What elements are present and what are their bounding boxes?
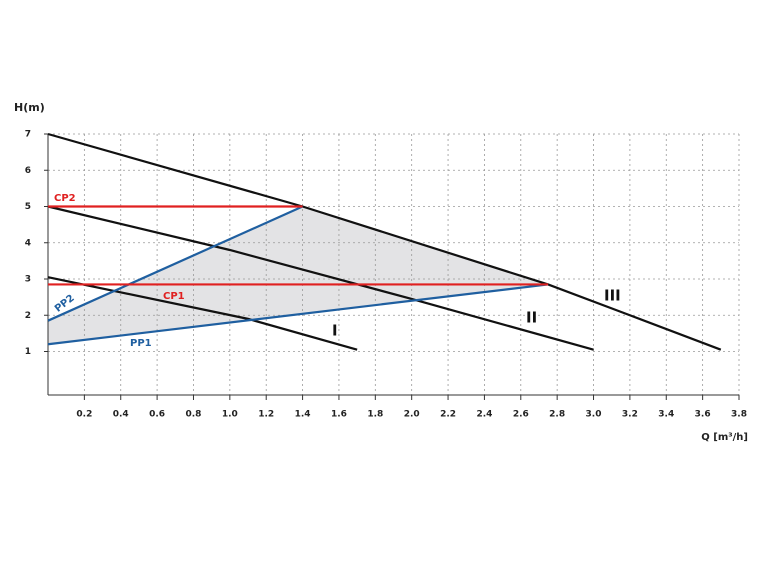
y-axis-label: H(m) <box>14 101 45 114</box>
x-tick-label: 1.8 <box>367 410 383 420</box>
x-tick-label: 1.4 <box>295 410 311 420</box>
x-tick-label: 2.0 <box>404 410 420 420</box>
y-tick-label: 6 <box>25 166 31 176</box>
x-tick-label: 0.8 <box>185 410 201 420</box>
series-line <box>47 132 722 351</box>
series-label: I <box>332 322 338 340</box>
series-label: II <box>526 309 537 327</box>
series-label: III <box>604 287 621 305</box>
y-tick-label: 4 <box>25 238 31 248</box>
x-tick-label: 2.4 <box>476 410 492 420</box>
x-tick-label: 0.6 <box>149 410 165 420</box>
series-line <box>47 205 304 322</box>
x-tick-label: 2.2 <box>440 410 456 420</box>
x-tick-label: 3.8 <box>731 410 747 420</box>
x-tick-label: 3.2 <box>622 410 638 420</box>
x-tick-label: 2.6 <box>513 410 529 420</box>
x-tick-label: 0.4 <box>113 410 129 420</box>
x-tick-label: 3.4 <box>658 410 674 420</box>
y-tick-label: 2 <box>25 311 31 321</box>
series-line <box>47 205 594 351</box>
series-label: CP2 <box>54 193 76 204</box>
y-tick-label: 5 <box>25 202 31 212</box>
x-tick-label: 1.2 <box>258 410 274 420</box>
series-line <box>47 283 549 346</box>
x-axis-label: Q [m³/h] <box>701 432 748 443</box>
x-tick-label: 0.2 <box>76 410 92 420</box>
series-label: CP1 <box>163 291 185 302</box>
x-tick-label: 3.0 <box>586 410 602 420</box>
y-tick-label: 1 <box>25 347 31 357</box>
x-tick-label: 2.8 <box>549 410 565 420</box>
series-label: PP1 <box>130 338 152 349</box>
x-tick-label: 3.6 <box>695 410 711 420</box>
operating-region <box>48 206 549 345</box>
y-tick-label: 3 <box>25 275 31 285</box>
y-tick-label: 7 <box>25 130 31 140</box>
x-tick-label: 1.0 <box>222 410 238 420</box>
x-tick-label: 1.6 <box>331 410 347 420</box>
